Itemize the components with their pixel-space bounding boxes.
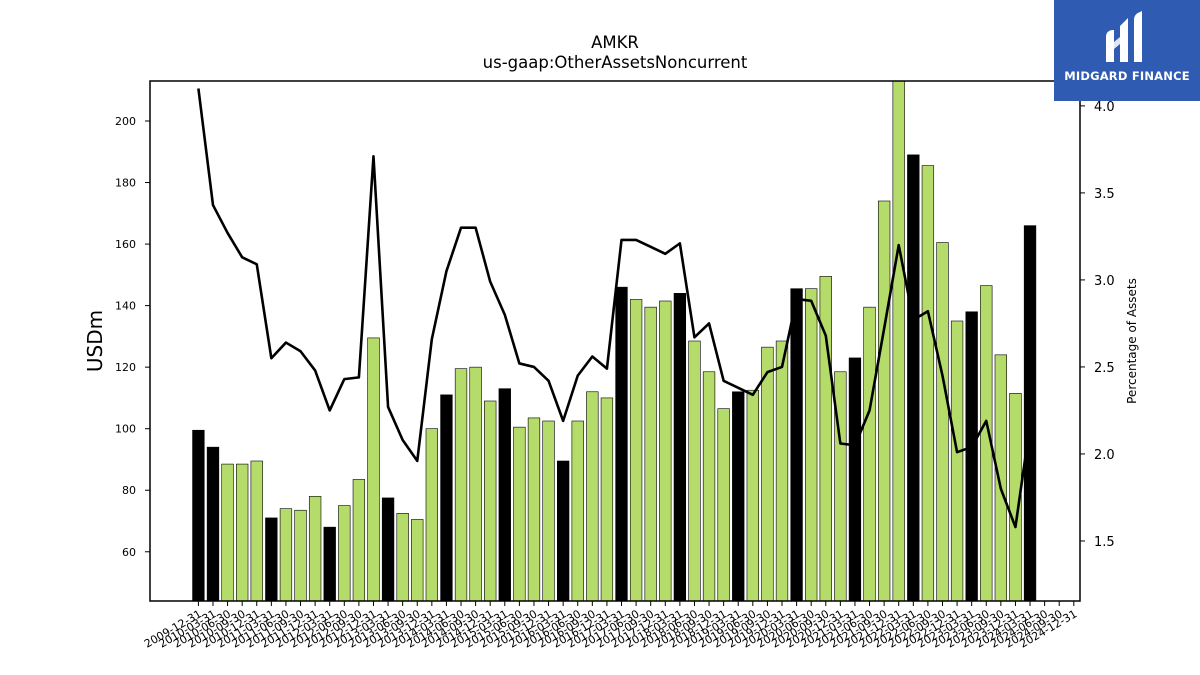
brand-logo: MIDGARD FINANCE — [1054, 0, 1200, 101]
bar — [250, 460, 263, 602]
bar — [454, 368, 468, 602]
bar — [425, 428, 438, 602]
bar — [527, 417, 541, 602]
bar — [629, 299, 643, 602]
bar — [805, 288, 818, 602]
bar — [615, 286, 628, 602]
bar — [338, 505, 351, 602]
bar — [352, 479, 366, 602]
bar — [498, 388, 511, 602]
bar — [965, 311, 978, 602]
bar — [206, 446, 220, 602]
bar — [236, 463, 249, 602]
bar — [673, 293, 687, 602]
bar-series — [192, 80, 1037, 602]
bar — [848, 357, 862, 602]
percentage-line-series — [197, 88, 1032, 529]
y2-tick-label: 3.0 — [1094, 274, 1115, 289]
bar — [717, 408, 730, 602]
bar — [221, 463, 234, 602]
bar — [746, 389, 759, 602]
y-tick-label: 120 — [115, 361, 136, 374]
y-tick-label: 160 — [115, 238, 136, 251]
bar — [513, 426, 526, 602]
bar — [790, 288, 803, 602]
bar — [571, 420, 584, 602]
bar — [921, 165, 935, 602]
bar — [542, 420, 555, 602]
bar — [702, 371, 716, 602]
bar — [484, 400, 497, 602]
y-tick-label: 140 — [115, 300, 136, 313]
bar — [294, 509, 307, 602]
y-tick-label: 100 — [115, 423, 136, 436]
bar — [367, 337, 380, 602]
y2-tick-label: 4.0 — [1094, 100, 1115, 115]
bar — [381, 497, 395, 602]
y-axis-left: 60 80 100 120 140 160 180 200 — [115, 115, 150, 559]
bar — [950, 320, 964, 602]
bar — [877, 200, 891, 602]
percentage-line — [197, 88, 1032, 529]
bar — [411, 519, 424, 602]
bar — [600, 397, 614, 602]
bar — [936, 242, 949, 602]
bar — [308, 496, 322, 602]
y2-tick-label: 2.0 — [1094, 448, 1115, 463]
bar — [775, 340, 789, 602]
bar — [440, 394, 453, 602]
bar — [892, 80, 905, 602]
y2-tick-label: 3.5 — [1094, 187, 1115, 202]
bar — [732, 391, 745, 602]
y-axis-label: USDm — [83, 310, 107, 372]
bar — [994, 354, 1007, 602]
y-tick-label: 80 — [122, 484, 136, 497]
y-tick-label: 60 — [122, 546, 136, 559]
bar — [1023, 225, 1037, 602]
bar — [688, 340, 701, 602]
y2-tick-label: 2.5 — [1094, 361, 1115, 376]
bar — [644, 306, 657, 602]
bar — [323, 526, 336, 602]
x-axis: 2009-12-312010-03-312010-06-302010-09-30… — [142, 601, 1079, 651]
bar — [469, 366, 482, 602]
y-axis-right: 1.5 2.0 2.5 3.0 3.5 4.0 — [1080, 100, 1115, 550]
bar — [396, 513, 409, 602]
bar — [863, 306, 876, 602]
midgard-logo-icon — [1106, 11, 1142, 62]
bar — [265, 517, 278, 602]
bar — [659, 300, 672, 602]
bar — [907, 154, 920, 602]
y-tick-label: 200 — [115, 115, 136, 128]
bar — [556, 460, 570, 602]
y2-axis-label: Percentage of Assets — [1125, 278, 1139, 404]
bar — [279, 508, 293, 602]
bar — [586, 391, 599, 602]
chart-title: AMKR — [591, 33, 639, 52]
y-tick-label: 180 — [115, 177, 136, 190]
logo-text: MIDGARD FINANCE — [1064, 69, 1190, 83]
bar — [192, 429, 205, 602]
y2-tick-label: 1.5 — [1094, 535, 1115, 550]
plot-frame — [149, 80, 1081, 602]
bar — [761, 346, 774, 602]
chart-subtitle: us-gaap:OtherAssetsNoncurrent — [483, 53, 748, 72]
